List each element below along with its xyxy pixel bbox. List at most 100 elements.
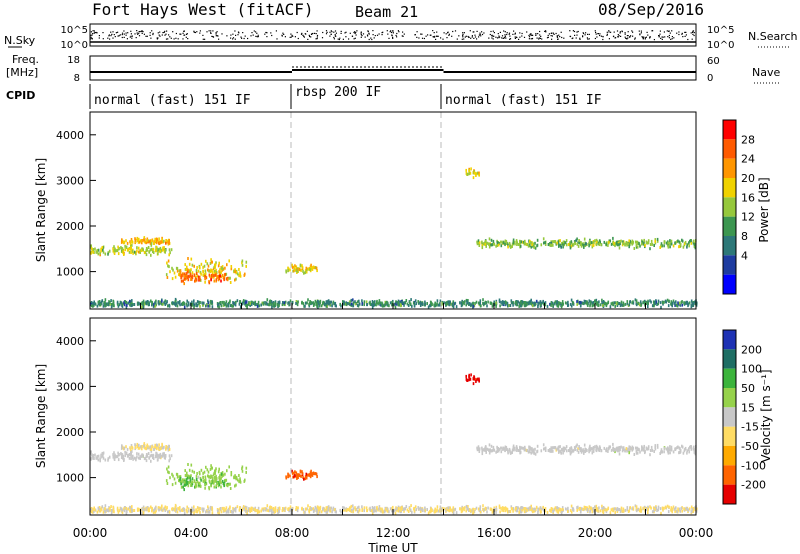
velocity-cell: [651, 448, 654, 452]
power-cell: [679, 243, 682, 247]
velocity-cell: [305, 472, 308, 476]
noise-sample: [90, 36, 92, 38]
noise-sample: [574, 34, 576, 36]
noise-sample: [644, 38, 646, 40]
noise-sample: [193, 31, 195, 33]
velocity-cell: [498, 506, 501, 510]
power-cell: [145, 301, 148, 305]
power-cell: [194, 279, 196, 283]
velocity-cell: [228, 482, 230, 486]
velocity-cell: [296, 475, 299, 479]
velocity-cell: [198, 482, 201, 486]
velocity-cell: [420, 507, 422, 511]
noise-sample: [610, 31, 612, 33]
power-cell: [99, 251, 101, 255]
power-cell: [122, 302, 124, 306]
noise-sample: [255, 35, 257, 37]
velocity-cell: [226, 469, 228, 473]
noise-sample: [668, 37, 670, 39]
velocity-cell: [481, 449, 484, 453]
noise-sample: [452, 30, 454, 33]
cpid-segment-3: normal (fast) 151 IF: [445, 93, 602, 108]
power-cell: [610, 242, 613, 246]
noise-sample: [118, 35, 120, 37]
velocity-cell: [465, 509, 467, 513]
velocity-cell: [223, 508, 225, 512]
power-cell: [164, 248, 166, 252]
noise-sample: [146, 35, 148, 37]
power-cell: [371, 305, 374, 309]
power-cell: [583, 245, 585, 249]
velocity-cell: [142, 511, 144, 515]
velocity-cell: [535, 505, 538, 509]
velocity-cell: [295, 475, 297, 479]
power-cell: [554, 300, 557, 304]
power-cell: [168, 253, 170, 257]
velocity-cell: [678, 451, 680, 455]
noise-left-tick-bottom: 10^0: [61, 40, 88, 51]
noise-sample: [173, 38, 175, 40]
power-cell: [460, 304, 463, 308]
velocity-cell: [686, 451, 688, 455]
power-cell: [440, 301, 443, 305]
power-cell: [114, 249, 117, 253]
velocity-cell: [303, 510, 305, 514]
velocity-cell: [146, 453, 148, 457]
power-cell: [185, 274, 187, 278]
power-cell: [293, 265, 295, 269]
power-cell: [215, 268, 217, 272]
velocity-cell: [272, 510, 275, 514]
power-cell: [261, 301, 263, 305]
power-cell: [663, 300, 665, 304]
noise-sample: [371, 38, 373, 41]
velocity-cell: [468, 378, 470, 382]
noise-sample: [514, 37, 516, 39]
noise-sample: [235, 34, 237, 36]
power-cell: [656, 237, 659, 241]
power-cell: [358, 299, 360, 303]
noise-sample: [276, 38, 278, 40]
noise-sample: [608, 30, 610, 32]
velocity-cell: [539, 506, 542, 510]
power-cell: [205, 304, 207, 308]
velocity-cell: [557, 510, 560, 514]
velocity-cell: [112, 455, 115, 459]
velocity-cell: [127, 507, 130, 511]
velocity-cell: [141, 453, 144, 457]
power-cell: [578, 239, 580, 242]
power-cell: [544, 243, 547, 246]
power-cell: [239, 300, 241, 303]
power-cell: [661, 244, 663, 248]
noise-sample: [121, 32, 124, 34]
power-cell: [537, 305, 539, 308]
power-cell: [608, 240, 610, 244]
x-tick-label: 16:00: [477, 526, 512, 540]
velocity-cell: [141, 511, 143, 515]
velocity-cell: [190, 463, 193, 467]
power-cell: [549, 243, 552, 247]
power-cell: [372, 303, 375, 307]
noise-sample: [416, 36, 418, 38]
velocity-cell: [582, 448, 584, 452]
velocity-cell: [639, 450, 641, 454]
velocity-cell: [654, 445, 656, 449]
noise-sample: [462, 36, 464, 38]
velocity-cell: [208, 475, 210, 479]
power-cell: [154, 248, 157, 252]
noise-sample: [169, 36, 171, 38]
velocity-cell: [512, 507, 515, 511]
power-cell: [204, 269, 207, 273]
power-cell: [346, 301, 349, 305]
power-cell: [490, 243, 492, 247]
power-cell: [118, 247, 120, 250]
power-cell: [294, 264, 296, 268]
power-cell: [274, 304, 277, 308]
power-colorbar-label: Power [dB]: [757, 177, 771, 242]
power-cell: [640, 302, 643, 306]
velocity-cell: [678, 450, 681, 454]
velocity-cell: [454, 507, 457, 511]
noise-sample: [306, 30, 308, 32]
velocity-cell: [161, 454, 164, 458]
velocity-cell: [451, 509, 454, 512]
velocity-cell: [160, 508, 163, 512]
